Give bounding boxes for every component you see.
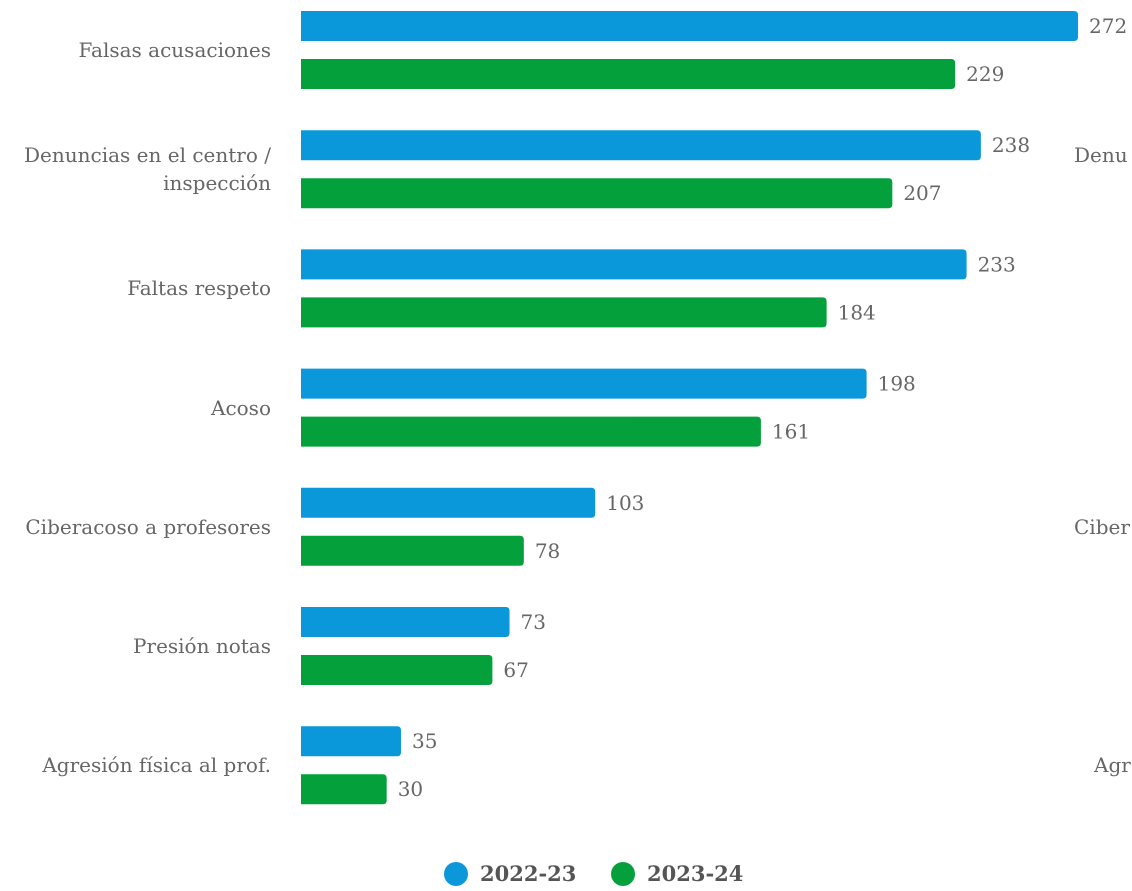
bar-3-0 xyxy=(301,368,867,399)
data-label-4-1: 78 xyxy=(535,539,560,563)
data-label-0-0: 272 xyxy=(1089,14,1127,38)
clipped-label-1: Ciber xyxy=(1074,514,1130,539)
clipped-label-0: Denu xyxy=(1074,143,1128,168)
bar-3-1 xyxy=(301,416,761,447)
legend-swatch-2023-24 xyxy=(611,861,635,886)
data-label-2-1: 184 xyxy=(838,300,876,324)
bar-6-1 xyxy=(301,774,387,805)
bar-2-1 xyxy=(301,297,827,328)
category-label-3: Acoso xyxy=(211,395,271,420)
bar-5-1 xyxy=(301,655,493,685)
bar-4-0 xyxy=(301,487,596,518)
data-label-3-0: 198 xyxy=(878,372,916,396)
data-label-2-0: 233 xyxy=(978,252,1016,276)
data-label-0-1: 229 xyxy=(966,62,1004,86)
category-label-1: Denuncias en el centro / inspección xyxy=(24,143,271,196)
bar-4-1 xyxy=(301,535,524,566)
data-label-5-1: 67 xyxy=(503,658,528,682)
category-label-6: Agresión física al prof. xyxy=(42,753,271,778)
bar-6-0 xyxy=(301,726,401,757)
bar-0-1 xyxy=(301,59,956,89)
legend-label-2023-24: 2023-24 xyxy=(647,861,744,886)
data-label-3-1: 161 xyxy=(772,420,810,444)
category-label-0: Falsas acusaciones xyxy=(78,38,271,62)
legend: 2022-23 2023-24 xyxy=(0,861,1132,891)
bar-0-0 xyxy=(301,11,1078,41)
data-label-6-1: 30 xyxy=(398,777,423,801)
bar-2-0 xyxy=(301,249,967,280)
data-label-6-0: 35 xyxy=(412,729,437,753)
category-label-5: Presión notas xyxy=(133,634,271,658)
bar-5-0 xyxy=(301,607,510,637)
category-label-4: Ciberacoso a profesores xyxy=(25,514,271,539)
bar-1-1 xyxy=(301,178,893,209)
data-label-1-1: 207 xyxy=(903,181,941,205)
legend-item-2022-23: 2022-23 xyxy=(444,861,576,886)
data-label-5-0: 73 xyxy=(521,610,546,634)
clipped-label-2: Agr xyxy=(1094,753,1131,778)
bar-1-0 xyxy=(301,130,981,161)
category-label-2: Faltas respeto xyxy=(127,276,271,301)
data-label-1-0: 238 xyxy=(992,133,1030,157)
legend-swatch-2022-23 xyxy=(444,861,468,886)
legend-item-2023-24: 2023-24 xyxy=(611,861,743,886)
legend-label-2022-23: 2022-23 xyxy=(480,861,577,886)
data-label-4-0: 103 xyxy=(606,491,644,515)
